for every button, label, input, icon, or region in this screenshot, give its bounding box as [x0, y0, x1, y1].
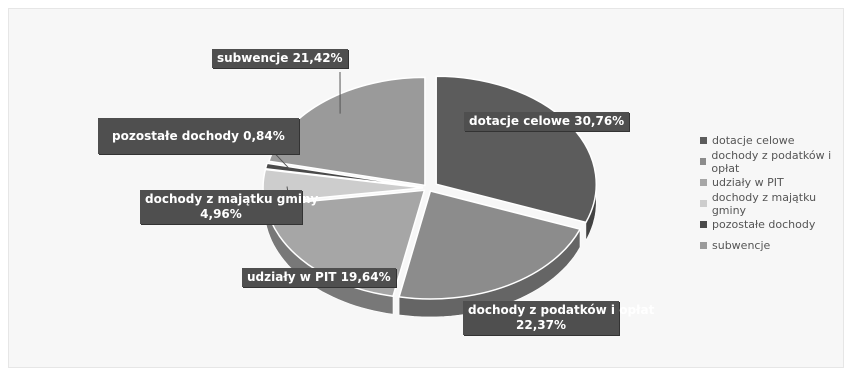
data-label-dochody-z-majatku-line1: dochody z majątku gminy: [145, 192, 319, 206]
data-label-subwencje: subwencje 21,42%: [212, 49, 348, 68]
legend-item: pozostałe dochody: [700, 214, 850, 235]
legend-label: dotacje celowe: [712, 134, 795, 147]
data-label-dochody-z-majatku-line2: 4,96%: [200, 207, 242, 221]
pie-slice-pozostale-dochody: [264, 162, 424, 189]
legend-item: dochody z podatków i opłat: [700, 148, 850, 175]
data-label-dotacje-celowe: dotacje celowe 30,76%: [464, 112, 630, 131]
data-label-dochody-z-podatkow-line2: 22,37%: [516, 318, 566, 332]
data-label-dochody-z-majatku: dochody z majątku gminy 4,96%: [140, 190, 319, 224]
legend-label: udziały w PIT: [712, 176, 784, 189]
legend: dotacje celowe dochody z podatków i opła…: [700, 130, 850, 256]
pie-top-layer: [262, 75, 597, 300]
legend-swatch: [700, 179, 707, 186]
legend-item: udziały w PIT: [700, 172, 850, 193]
legend-label: dochody z majątku gminy: [711, 190, 817, 217]
legend-item: dotacje celowe: [700, 130, 850, 151]
data-label-udzialy-w-pit: udziały w PIT 19,64%: [242, 268, 396, 287]
legend-item: subwencje: [700, 235, 850, 256]
legend-swatch: [700, 137, 707, 144]
pie-slice-dochody-z-podatkow-i-oplat: [398, 190, 582, 300]
legend-label: subwencje: [712, 239, 771, 252]
data-label-pozostale-dochody: pozostałe dochody 0,84%: [98, 118, 299, 154]
data-label-dochody-z-podatkow-line1: dochody z podatków i opłat: [468, 303, 655, 317]
legend-item: dochody z majątku gminy: [700, 190, 850, 217]
data-label-dochody-z-podatkow: dochody z podatków i opłat 22,37%: [463, 301, 655, 335]
legend-swatch: [700, 200, 707, 207]
legend-swatch: [700, 242, 707, 249]
legend-swatch: [700, 158, 707, 165]
legend-swatch: [700, 221, 707, 228]
legend-label: dochody z podatków i opłat: [711, 148, 832, 175]
legend-label: pozostałe dochody: [712, 218, 816, 231]
